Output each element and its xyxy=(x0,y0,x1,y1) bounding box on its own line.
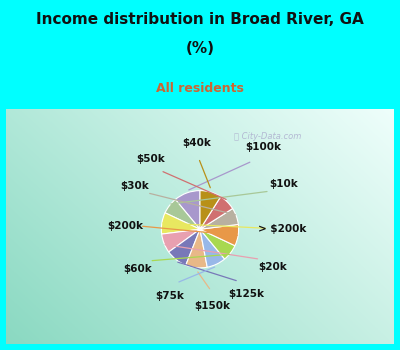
Wedge shape xyxy=(200,229,235,259)
Text: $10k: $10k xyxy=(270,179,298,189)
Wedge shape xyxy=(165,199,200,229)
Text: $125k: $125k xyxy=(228,289,264,299)
Wedge shape xyxy=(200,191,221,229)
Text: Income distribution in Broad River, GA: Income distribution in Broad River, GA xyxy=(36,12,364,27)
Text: $150k: $150k xyxy=(194,301,230,310)
Text: $50k: $50k xyxy=(136,154,165,164)
Bar xyxy=(394,108,400,350)
Text: $60k: $60k xyxy=(123,264,152,274)
Wedge shape xyxy=(200,209,238,229)
Text: $75k: $75k xyxy=(156,291,184,301)
Text: $20k: $20k xyxy=(258,262,287,272)
Text: ⓘ City-Data.com: ⓘ City-Data.com xyxy=(234,132,301,141)
Wedge shape xyxy=(200,197,233,229)
Wedge shape xyxy=(186,229,207,268)
Text: $100k: $100k xyxy=(245,142,281,152)
Text: All residents: All residents xyxy=(156,83,244,96)
Text: $40k: $40k xyxy=(183,138,212,148)
Text: (%): (%) xyxy=(186,41,214,56)
Wedge shape xyxy=(200,229,225,267)
Bar xyxy=(0,108,6,350)
Bar xyxy=(0,344,400,350)
Wedge shape xyxy=(175,191,200,229)
Text: $200k: $200k xyxy=(108,221,144,231)
Wedge shape xyxy=(200,224,239,246)
Wedge shape xyxy=(162,229,200,252)
Text: $30k: $30k xyxy=(120,181,149,191)
Wedge shape xyxy=(169,229,200,265)
Wedge shape xyxy=(161,213,200,234)
Text: > $200k: > $200k xyxy=(258,224,306,234)
